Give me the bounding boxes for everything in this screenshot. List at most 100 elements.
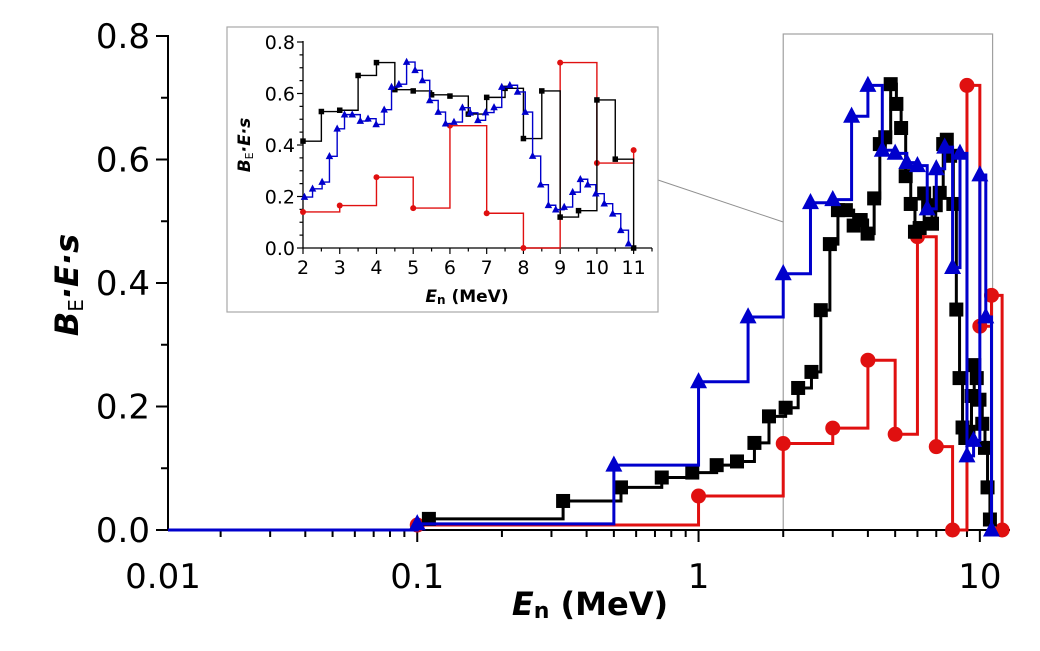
inset-series-b-point	[600, 199, 608, 207]
inset-series-b-point	[551, 205, 560, 213]
main-series-b-point	[982, 512, 997, 527]
inset-y-tick-label: 0.6	[265, 84, 295, 106]
inset-series-b-point	[506, 80, 514, 89]
main-series-a-point	[927, 159, 945, 176]
main-series-b-point	[613, 480, 628, 495]
inset-series-a-point	[336, 107, 343, 113]
main-series-b-point	[747, 435, 762, 450]
main-series-a-point	[951, 143, 969, 160]
main-series-a-point	[690, 372, 708, 389]
inset-series-a-point	[300, 138, 306, 144]
inset-series-b-point	[536, 180, 545, 188]
inset-y-tick-label: 0.0	[265, 238, 295, 260]
inset-series-b-point	[364, 114, 372, 122]
inset-series-c-point	[300, 208, 306, 215]
inset-x-tick-label: 3	[334, 257, 346, 279]
main-series-b-point	[977, 440, 992, 455]
main-series-a-point	[801, 193, 819, 210]
inset-series-a-point	[355, 72, 361, 79]
inset-series-b-point	[513, 87, 522, 95]
inset-series-b-point	[568, 187, 577, 195]
inset-series-b-point	[474, 116, 482, 124]
main-series-a-point	[408, 514, 426, 531]
inset-series-a-point	[483, 94, 490, 101]
main-series-b-point	[883, 77, 898, 92]
inset-y-tick-label: 0.8	[265, 32, 295, 54]
main-x-tick-label: 0.01	[125, 557, 201, 597]
main-series-c-point	[860, 352, 876, 368]
main-series-a-point	[774, 264, 792, 281]
main-series-b-point	[903, 196, 918, 211]
main-series-b-point	[894, 121, 909, 136]
inset-series-b-point	[528, 151, 537, 159]
inset-series-b-point	[592, 189, 600, 197]
inset-x-tick-label: 4	[370, 257, 382, 279]
inset-series-b-point	[300, 192, 309, 200]
main-series-a-point	[739, 307, 757, 324]
main-series-b-point	[867, 191, 882, 206]
main-series-b-point	[813, 303, 828, 318]
main-y-tick-label: 0.6	[96, 141, 150, 181]
inset-series-b-point	[395, 79, 403, 88]
inset-series-a-point	[428, 92, 435, 98]
main-series-b-point	[969, 371, 984, 386]
main-series-b-point	[853, 213, 868, 228]
main-series-a-point	[958, 446, 976, 463]
main-series-a-point	[936, 137, 954, 154]
inset-series-b-point	[608, 209, 617, 217]
main-plot: 0.01 0.1 1 10 0.0 0.2 0.4 0.6 0.8	[96, 17, 1010, 597]
inset-series-a-point	[520, 135, 527, 142]
inset-series-b-point	[411, 66, 419, 74]
main-series-b-point	[778, 400, 793, 415]
main-series-a-point	[873, 140, 891, 157]
main-series-b-point	[654, 470, 669, 485]
main-series-b-point	[860, 226, 875, 241]
inset-series-b-point	[521, 107, 530, 115]
main-x-tick-label: 1	[688, 557, 710, 597]
main-series-a-point	[843, 106, 861, 123]
main-series-c-point	[983, 287, 999, 303]
main-y-tick-label: 0.8	[96, 17, 150, 57]
main-series-b-point	[730, 454, 745, 469]
inset-series-b-point	[560, 202, 568, 210]
main-series-b-point	[889, 96, 904, 111]
inset-x-tick-label: 11	[622, 257, 646, 279]
inset-series-c-point	[373, 174, 380, 181]
main-y-tick-label: 0.2	[96, 388, 150, 428]
inset-series-a-point	[447, 93, 453, 99]
zoom-region-box	[782, 33, 994, 531]
inset-series-b-point	[434, 107, 442, 115]
main-series-a-point	[965, 430, 983, 447]
inset-series-a-point	[539, 88, 545, 94]
inset-series-b-point	[325, 152, 334, 160]
main-series-b-point	[952, 371, 967, 386]
main-series-c-point	[691, 488, 707, 504]
main-series-c-point	[959, 77, 975, 93]
inset-series-b-point	[372, 120, 380, 128]
main-series-b-point	[685, 465, 700, 480]
main-series-b-point	[975, 416, 990, 431]
inset-series-b-point	[624, 239, 633, 247]
main-series-a-point	[982, 520, 1000, 537]
main-x-tick-label: 0.1	[390, 557, 444, 597]
inset-series-b-point	[544, 200, 553, 209]
main-series-c-point	[775, 436, 791, 452]
inset-series-a-point	[575, 207, 582, 214]
inset-series-b-point	[490, 103, 498, 111]
main-series-a-point	[918, 199, 936, 216]
main-series-c-point	[887, 426, 903, 442]
inset-series-b-point	[450, 117, 458, 125]
inset-series-c-point	[630, 147, 637, 154]
main-series-b-point	[556, 493, 571, 508]
main-series-a-point	[859, 75, 877, 92]
inset-y-tick-label: 0.2	[265, 187, 295, 209]
inset-series-b-point	[481, 108, 490, 116]
main-y-tick-label: 0.4	[96, 264, 150, 304]
main-series-b-point	[925, 216, 940, 231]
inset-series-c-point	[520, 245, 527, 251]
inset-series-a-point	[630, 245, 637, 251]
inset-x-tick-label: 2	[297, 257, 309, 279]
main-series-b-point	[949, 302, 964, 317]
main-series-b-point	[761, 409, 776, 424]
inset-series-a-point	[502, 85, 508, 92]
